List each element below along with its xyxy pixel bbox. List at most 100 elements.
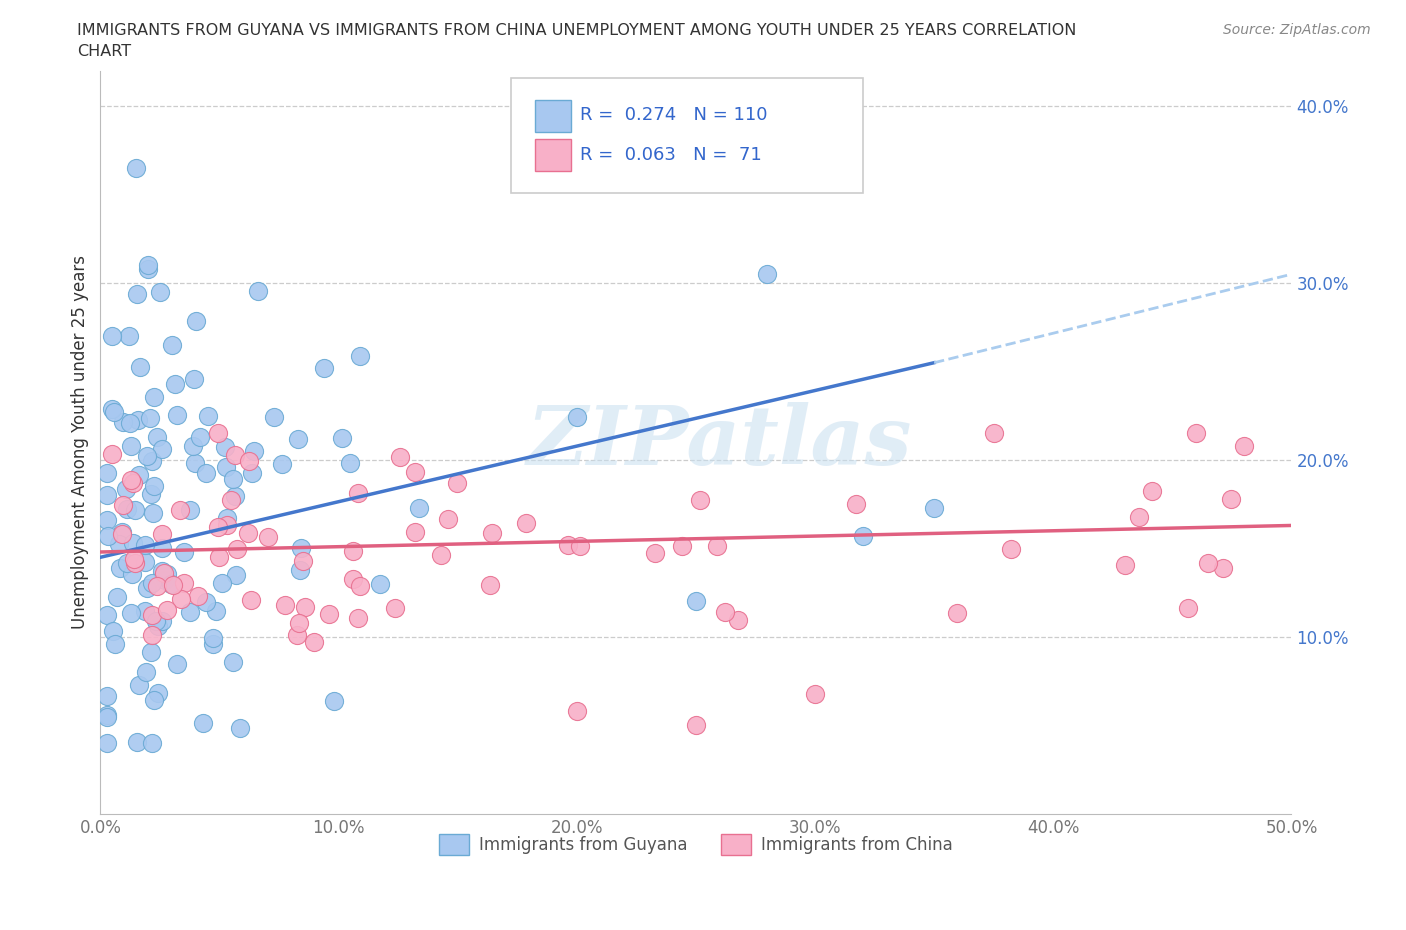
Point bbox=[143, 390, 166, 405]
Point bbox=[389, 450, 412, 465]
Point bbox=[689, 493, 711, 508]
Point bbox=[224, 447, 246, 462]
Point bbox=[222, 472, 245, 486]
Point bbox=[214, 440, 236, 455]
Point bbox=[142, 505, 165, 520]
Point bbox=[330, 431, 353, 445]
Text: ZIPatlas: ZIPatlas bbox=[527, 403, 912, 483]
Point bbox=[1177, 601, 1199, 616]
Point bbox=[145, 430, 167, 445]
Point bbox=[342, 572, 364, 587]
Point bbox=[141, 628, 163, 643]
Point bbox=[287, 616, 309, 631]
Point bbox=[155, 603, 177, 618]
Point bbox=[211, 576, 233, 591]
Point bbox=[96, 688, 118, 703]
Point bbox=[404, 525, 426, 540]
Point bbox=[139, 411, 162, 426]
Point bbox=[108, 537, 131, 551]
Point bbox=[142, 693, 165, 708]
Point bbox=[136, 258, 159, 272]
Point bbox=[294, 599, 316, 614]
Point bbox=[160, 577, 183, 591]
Point bbox=[946, 605, 969, 620]
Point bbox=[188, 430, 211, 445]
Point bbox=[118, 328, 141, 343]
Point bbox=[285, 628, 308, 643]
Point bbox=[125, 735, 148, 750]
Point bbox=[207, 520, 229, 535]
Point bbox=[685, 718, 707, 733]
Point bbox=[290, 562, 312, 577]
Point bbox=[121, 566, 143, 581]
Point bbox=[101, 328, 124, 343]
Point bbox=[125, 161, 148, 176]
Point bbox=[1197, 555, 1219, 570]
Point bbox=[257, 529, 280, 544]
Point bbox=[202, 631, 225, 645]
Point bbox=[302, 634, 325, 649]
Point bbox=[139, 486, 162, 501]
Point bbox=[346, 611, 368, 626]
Point bbox=[134, 604, 156, 619]
Point bbox=[150, 442, 173, 457]
Point bbox=[183, 371, 205, 386]
Point bbox=[105, 590, 128, 604]
Point bbox=[756, 267, 779, 282]
Point bbox=[127, 286, 149, 301]
Point bbox=[96, 487, 118, 502]
Point bbox=[139, 644, 162, 659]
Point bbox=[557, 538, 579, 552]
Point bbox=[110, 561, 132, 576]
Point bbox=[273, 598, 295, 613]
Point bbox=[243, 444, 266, 458]
Point bbox=[166, 407, 188, 422]
Point bbox=[404, 465, 426, 480]
Point bbox=[225, 567, 247, 582]
Point bbox=[135, 665, 157, 680]
Point bbox=[111, 526, 134, 541]
Point bbox=[160, 338, 183, 352]
Point bbox=[141, 576, 163, 591]
Point bbox=[239, 592, 262, 607]
Point bbox=[141, 454, 163, 469]
Point bbox=[127, 413, 149, 428]
Point bbox=[318, 606, 340, 621]
Point bbox=[322, 694, 344, 709]
Point bbox=[145, 613, 167, 628]
Point bbox=[1114, 558, 1136, 573]
Point bbox=[263, 409, 285, 424]
Point bbox=[170, 591, 193, 606]
Point bbox=[162, 578, 184, 592]
FancyBboxPatch shape bbox=[536, 100, 571, 132]
Point bbox=[197, 408, 219, 423]
Point bbox=[1140, 484, 1163, 498]
Point bbox=[384, 601, 406, 616]
Y-axis label: Unemployment Among Youth under 25 years: Unemployment Among Youth under 25 years bbox=[72, 256, 89, 630]
Text: R =  0.063   N =  71: R = 0.063 N = 71 bbox=[581, 146, 762, 164]
Point bbox=[117, 556, 139, 571]
Point bbox=[141, 607, 163, 622]
Point bbox=[97, 529, 120, 544]
Point bbox=[120, 438, 142, 453]
Point bbox=[408, 500, 430, 515]
Point bbox=[671, 538, 693, 553]
Point bbox=[173, 576, 195, 591]
Point bbox=[312, 361, 335, 376]
Point bbox=[714, 604, 737, 619]
Point bbox=[368, 577, 391, 591]
Point bbox=[153, 565, 176, 580]
Point bbox=[246, 284, 269, 299]
Point bbox=[221, 493, 243, 508]
Point bbox=[120, 605, 142, 620]
Point bbox=[166, 657, 188, 671]
Point bbox=[179, 605, 201, 620]
Point bbox=[226, 541, 249, 556]
Point bbox=[150, 526, 173, 541]
Point bbox=[205, 604, 228, 618]
Point bbox=[150, 613, 173, 628]
Point bbox=[685, 593, 707, 608]
Point bbox=[346, 485, 368, 500]
Point bbox=[1233, 438, 1256, 453]
Text: Source: ZipAtlas.com: Source: ZipAtlas.com bbox=[1223, 23, 1371, 37]
